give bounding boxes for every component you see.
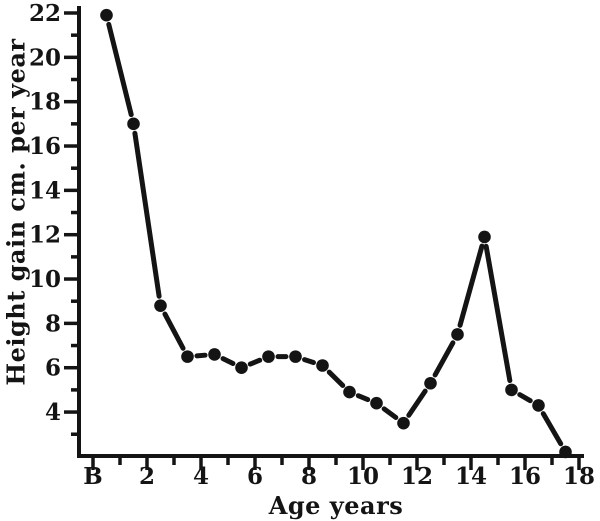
data-point — [424, 376, 437, 390]
data-point — [316, 359, 329, 372]
data-point — [478, 230, 491, 244]
data-point — [154, 299, 167, 312]
y-tick-label: 20 — [29, 44, 61, 71]
data-point — [127, 117, 140, 131]
data-point — [370, 396, 383, 410]
series-segment — [483, 243, 513, 384]
series-segment — [247, 357, 263, 367]
series-segment — [457, 243, 485, 328]
data-point — [505, 383, 518, 397]
y-tick-label: 6 — [45, 355, 61, 382]
data-point — [289, 350, 302, 363]
x-tick-label: 12 — [401, 463, 433, 490]
series-segment — [194, 352, 208, 359]
x-tick-label: 8 — [301, 463, 317, 490]
y-tick-label: 16 — [29, 133, 61, 160]
series-segment — [162, 311, 186, 351]
x-tick-label: 4 — [193, 463, 209, 490]
series-segment — [517, 392, 533, 404]
data-point — [343, 385, 356, 399]
series-segment — [355, 393, 371, 403]
x-tick-label: 16 — [509, 463, 541, 490]
data-point — [451, 328, 464, 341]
data-point — [532, 399, 545, 412]
series-segment — [106, 21, 134, 118]
series-segment — [132, 130, 162, 299]
x-tick-label: 6 — [247, 463, 263, 490]
data-point — [262, 350, 275, 363]
series-segment — [302, 357, 316, 366]
series-segment — [540, 411, 564, 447]
data-point — [397, 416, 410, 430]
data-point — [181, 350, 194, 363]
x-tick-label: 14 — [455, 463, 487, 490]
series-segment — [220, 356, 236, 367]
y-tick-label: 4 — [45, 399, 61, 426]
y-tick-label: 10 — [29, 266, 61, 293]
series-segment — [406, 388, 428, 418]
x-tick-label: 10 — [347, 463, 379, 490]
series-segment — [381, 406, 399, 420]
data-point — [235, 361, 248, 375]
y-tick-label: 22 — [29, 0, 61, 27]
y-tick-label: 8 — [45, 310, 61, 337]
series-segment — [326, 369, 346, 388]
x-axis-title: Age years — [268, 491, 404, 520]
x-tick-label: 18 — [563, 463, 595, 490]
series-segment — [432, 340, 456, 378]
data-point — [100, 8, 113, 22]
x-tick-label: B — [83, 463, 102, 490]
y-tick-label: 12 — [29, 222, 61, 249]
y-tick-label: 14 — [29, 177, 61, 204]
x-tick-label: 2 — [139, 463, 155, 490]
data-point — [559, 445, 572, 459]
y-axis-title: Height gain cm. per year — [1, 38, 31, 386]
data-point — [208, 348, 221, 361]
y-tick-label: 18 — [29, 89, 61, 116]
